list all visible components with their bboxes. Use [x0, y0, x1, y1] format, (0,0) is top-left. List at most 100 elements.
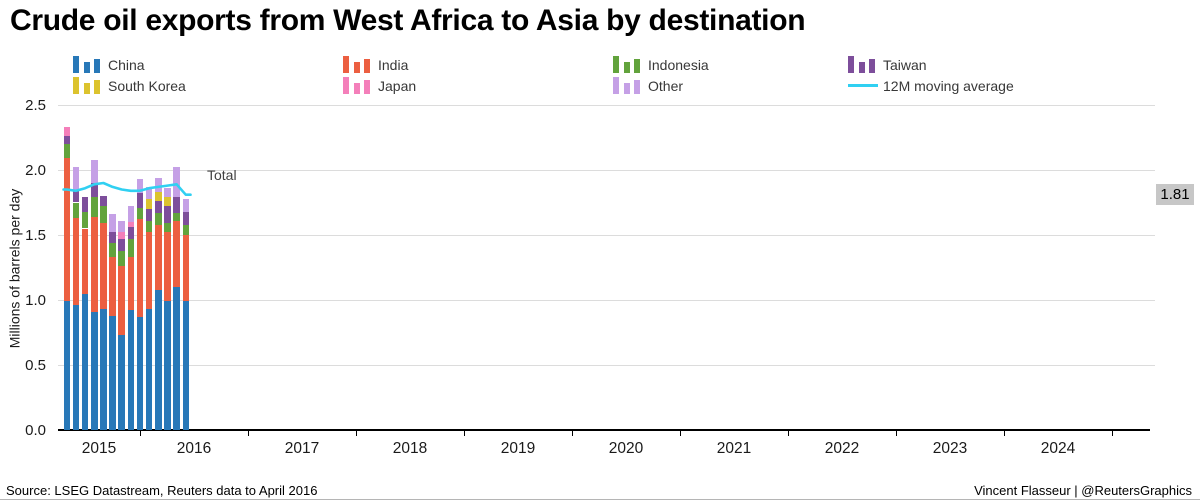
- bar-segment-taiwan[interactable]: [81, 197, 89, 212]
- bar-segment-other[interactable]: [182, 198, 189, 212]
- bar-segment-india[interactable]: [72, 218, 80, 306]
- swatch-mini-bar: [623, 83, 630, 94]
- bar-segment-india[interactable]: [136, 219, 144, 317]
- legend-item-other[interactable]: Other: [613, 76, 683, 94]
- bar-segment-indonesia[interactable]: [81, 211, 89, 229]
- bar-segment-china[interactable]: [127, 310, 135, 430]
- x-axis-tick: [896, 430, 897, 436]
- bar-segment-india[interactable]: [182, 235, 189, 302]
- bar-segment-taiwan[interactable]: [109, 232, 116, 243]
- bar-segment-indonesia[interactable]: [118, 250, 125, 267]
- swatch-mini-bar: [858, 62, 865, 73]
- bar-segment-indonesia[interactable]: [173, 212, 180, 221]
- bar-segment-other[interactable]: [173, 167, 180, 198]
- bar-segment-indonesia[interactable]: [164, 223, 171, 233]
- bar-segment-taiwan[interactable]: [145, 209, 153, 221]
- bar-segment-other[interactable]: [118, 220, 125, 233]
- bar-segment-china[interactable]: [100, 309, 107, 430]
- bar-segment-other[interactable]: [136, 179, 144, 194]
- bar-segment-china[interactable]: [72, 305, 80, 430]
- bar-segment-other[interactable]: [155, 177, 162, 193]
- bar-segment-indonesia[interactable]: [127, 238, 135, 258]
- bar-segment-taiwan[interactable]: [173, 197, 180, 213]
- bar-segment-south-korea[interactable]: [155, 192, 162, 202]
- bar-segment-other[interactable]: [91, 159, 98, 183]
- bar-segment-taiwan[interactable]: [182, 211, 189, 225]
- y-axis-title: Millions of barrels per day: [6, 188, 23, 349]
- legend-label: Other: [648, 78, 684, 94]
- bar-segment-india[interactable]: [81, 228, 89, 294]
- bar-segment-indonesia[interactable]: [136, 207, 144, 220]
- bar-segment-china[interactable]: [109, 315, 116, 430]
- swatch-mini-bar: [353, 62, 360, 73]
- bar-segment-india[interactable]: [109, 257, 116, 316]
- legend-item-india[interactable]: India: [343, 55, 408, 73]
- bar-segment-other[interactable]: [109, 214, 116, 233]
- swatch-mini-bar: [73, 77, 79, 94]
- x-tick-label: 2017: [284, 440, 320, 457]
- x-tick-label: 2021: [716, 440, 752, 457]
- bar-segment-taiwan[interactable]: [155, 201, 162, 213]
- bar-segment-south-korea[interactable]: [145, 198, 153, 209]
- bar-segment-china[interactable]: [145, 309, 153, 430]
- bar-segment-japan[interactable]: [63, 127, 71, 137]
- bar-segment-india[interactable]: [155, 224, 162, 290]
- bar-segment-china[interactable]: [63, 301, 71, 430]
- bar-segment-china[interactable]: [155, 289, 162, 430]
- bar-segment-india[interactable]: [118, 266, 125, 336]
- bar-segment-india[interactable]: [127, 257, 135, 311]
- bar-segment-china[interactable]: [136, 316, 144, 430]
- legend-item-taiwan[interactable]: Taiwan: [848, 55, 927, 73]
- swatch-mini-bar: [73, 56, 79, 73]
- gridline: [58, 170, 1155, 171]
- legend-item-south-korea[interactable]: South Korea: [73, 76, 186, 94]
- bar-segment-other[interactable]: [145, 186, 153, 199]
- bar-segment-indonesia[interactable]: [63, 144, 71, 159]
- bar-segment-china[interactable]: [91, 311, 98, 430]
- bar-segment-taiwan[interactable]: [118, 238, 125, 251]
- bar-segment-indonesia[interactable]: [100, 206, 107, 224]
- x-axis-tick: [1112, 430, 1113, 436]
- bar-segment-india[interactable]: [145, 232, 153, 310]
- bar-segment-taiwan[interactable]: [100, 196, 107, 207]
- bar-segment-japan[interactable]: [127, 222, 135, 228]
- bar-segment-other[interactable]: [127, 206, 135, 222]
- bar-segment-indonesia[interactable]: [91, 197, 98, 217]
- x-tick-label: 2018: [392, 440, 428, 457]
- bar-segment-taiwan[interactable]: [72, 190, 80, 203]
- bar-segment-indonesia[interactable]: [72, 202, 80, 219]
- bar-segment-india[interactable]: [91, 216, 98, 312]
- bar-segment-indonesia[interactable]: [109, 242, 116, 258]
- bar-segment-indonesia[interactable]: [145, 220, 153, 233]
- bar-segment-other[interactable]: [164, 188, 171, 198]
- bar-segment-taiwan[interactable]: [136, 193, 144, 208]
- bar-segment-japan[interactable]: [118, 232, 125, 239]
- legend-item-china[interactable]: China: [73, 55, 145, 73]
- x-axis-tick: [464, 430, 465, 436]
- bar-segment-taiwan[interactable]: [63, 136, 71, 144]
- x-axis-tick: [572, 430, 573, 436]
- bar-segment-india[interactable]: [100, 223, 107, 310]
- legend-label: India: [378, 57, 409, 73]
- bar-segment-taiwan[interactable]: [91, 183, 98, 198]
- bar-segment-indonesia[interactable]: [155, 212, 162, 225]
- bar-segment-china[interactable]: [164, 301, 171, 430]
- bar-segment-china[interactable]: [81, 293, 89, 430]
- bar-segment-india[interactable]: [173, 220, 180, 287]
- bar-segment-india[interactable]: [164, 232, 171, 302]
- bar-segment-india[interactable]: [63, 158, 71, 302]
- bar-segment-taiwan[interactable]: [127, 227, 135, 239]
- bar-segment-south-korea[interactable]: [164, 197, 171, 207]
- swatch-mini-bar: [634, 80, 640, 94]
- bar-segment-taiwan[interactable]: [164, 206, 171, 224]
- legend-item-indonesia[interactable]: Indonesia: [613, 55, 709, 73]
- bar-segment-china[interactable]: [118, 335, 125, 430]
- legend-item-japan[interactable]: Japan: [343, 76, 416, 94]
- bar-segment-indonesia[interactable]: [182, 224, 189, 235]
- bar-segment-china[interactable]: [182, 301, 189, 430]
- bar-segment-china[interactable]: [173, 287, 180, 430]
- legend-item-12m-moving-average[interactable]: 12M moving average: [848, 76, 1014, 94]
- bar-segment-other[interactable]: [72, 167, 80, 191]
